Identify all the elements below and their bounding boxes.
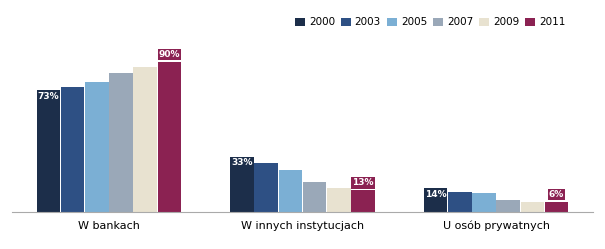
Bar — [496, 200, 520, 212]
Bar — [351, 190, 375, 212]
Text: 33%: 33% — [231, 158, 253, 167]
Bar — [472, 193, 496, 212]
Bar — [544, 202, 569, 212]
Text: 13%: 13% — [352, 179, 374, 187]
Bar — [230, 157, 254, 212]
Bar — [60, 87, 85, 212]
Legend: 2000, 2003, 2005, 2007, 2009, 2011: 2000, 2003, 2005, 2007, 2009, 2011 — [291, 13, 569, 32]
Text: 14%: 14% — [425, 190, 446, 199]
Bar — [278, 170, 302, 212]
Bar — [520, 202, 544, 212]
Bar — [302, 182, 327, 212]
Text: 6%: 6% — [549, 190, 564, 199]
Bar — [157, 62, 182, 212]
Text: 90%: 90% — [159, 50, 180, 59]
Bar — [254, 163, 278, 212]
Bar — [327, 188, 351, 212]
Bar — [85, 81, 109, 212]
Bar — [36, 90, 60, 212]
Bar — [133, 66, 157, 212]
Bar — [424, 188, 448, 212]
Bar — [448, 192, 472, 212]
Text: 73%: 73% — [38, 92, 59, 101]
Bar — [109, 73, 133, 212]
